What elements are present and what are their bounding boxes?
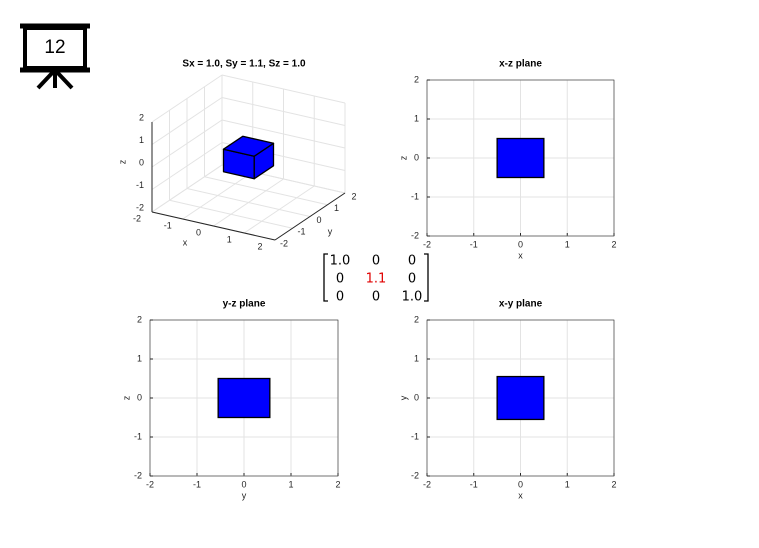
y-tick-label: 2	[351, 191, 356, 201]
chart-title: x-z plane	[499, 59, 542, 70]
x-tick-label: 2	[611, 239, 616, 249]
axis-line	[274, 192, 346, 241]
y-tick-label: 0	[137, 392, 142, 402]
matrix-cell: 0	[408, 254, 416, 269]
matrix-cell: 1.0	[330, 254, 351, 269]
y-tick-label: -1	[297, 227, 305, 237]
matrix-cell: 0	[336, 290, 344, 305]
grid-line	[151, 164, 223, 213]
x-tick-label: 1	[565, 479, 570, 489]
y-tick-label: 1	[414, 353, 419, 363]
y-tick-label: -2	[411, 230, 419, 240]
x-tick-label: -1	[164, 220, 172, 230]
x-tick-label: 2	[611, 479, 616, 489]
x-tick-label: 2	[257, 241, 262, 251]
y-axis-label: y	[328, 226, 333, 236]
y-tick-label: -1	[134, 431, 142, 441]
y-tick-label: 2	[137, 314, 142, 324]
y-axis-label: y	[398, 395, 408, 400]
y-tick-label: -1	[411, 431, 419, 441]
x-axis-label: y	[242, 490, 247, 500]
grid-line	[204, 176, 328, 206]
x-tick-label: 1	[227, 234, 232, 244]
grid-line	[151, 119, 223, 168]
shape	[217, 377, 271, 419]
matrix-cell: 1.1	[366, 272, 387, 287]
x-tick-label: 0	[196, 227, 201, 237]
z-tick-label: 2	[139, 112, 144, 122]
x-axis-label: x	[518, 490, 523, 500]
matrix-cell: 0	[336, 272, 344, 287]
y-tick-label: 2	[414, 74, 419, 84]
grid-line	[151, 142, 223, 190]
axes-box	[149, 319, 339, 477]
x-tick-label: -1	[193, 479, 201, 489]
axes-box	[426, 319, 615, 477]
x-tick-label: 0	[241, 479, 246, 489]
matrix-brackets	[323, 253, 429, 302]
x-tick-label: -2	[423, 479, 431, 489]
x-axis-label: x	[518, 250, 523, 260]
y-tick-label: 1	[414, 113, 419, 123]
z-axis-label: z	[117, 159, 127, 164]
x-tick-label: 0	[518, 479, 523, 489]
x-tick-label: -2	[423, 239, 431, 249]
x-tick-label: -2	[146, 479, 154, 489]
y-axis-label: z	[398, 155, 408, 160]
chart-title: Sx = 1.0, Sy = 1.1, Sz = 1.0	[182, 59, 306, 70]
z-tick-label: 1	[139, 135, 144, 145]
y-tick-label: 0	[316, 215, 321, 225]
y-tick-label: -2	[134, 470, 142, 480]
x-axis-label: x	[183, 237, 188, 247]
x-tick-label: 2	[335, 479, 340, 489]
box-face-top	[222, 135, 275, 157]
grid-line	[151, 97, 223, 145]
y-tick-label: 0	[414, 152, 419, 162]
shape	[496, 137, 545, 179]
grid-line	[221, 97, 346, 126]
x-tick-label: 1	[565, 239, 570, 249]
y-tick-label: 1	[137, 353, 142, 363]
grid-line	[221, 119, 346, 149]
x-tick-label: 0	[518, 239, 523, 249]
y-tick-label: -2	[280, 238, 288, 248]
y-tick-label: -1	[411, 191, 419, 201]
grid-line	[169, 199, 293, 229]
x-tick-label: -1	[470, 479, 478, 489]
grid-line	[151, 74, 223, 123]
matrix-cell: 1.0	[402, 290, 423, 305]
chart-title: x-y plane	[499, 299, 543, 310]
matrix-cell: 0	[372, 290, 380, 305]
axis-line	[151, 211, 276, 241]
y-tick-label: 0	[414, 392, 419, 402]
shape	[496, 375, 545, 421]
y-axis-label: z	[121, 395, 131, 400]
slide-number: 12	[44, 37, 65, 58]
y-tick-label: 2	[414, 314, 419, 324]
axes-box	[426, 79, 615, 237]
matrix-cell: 0	[408, 272, 416, 287]
x-tick-label: -2	[133, 213, 141, 223]
grid-line	[221, 74, 346, 104]
x-tick-label: -1	[470, 239, 478, 249]
z-tick-label: -2	[136, 202, 144, 212]
slide-icon	[20, 23, 90, 90]
matrix-cell: 0	[372, 254, 380, 269]
y-tick-label: -2	[411, 470, 419, 480]
x-tick-label: 1	[288, 479, 293, 489]
grid-line	[186, 188, 311, 217]
y-tick-label: 1	[334, 203, 339, 213]
z-tick-label: 0	[139, 157, 144, 167]
chart-title: y-z plane	[223, 299, 266, 310]
z-tick-label: -1	[136, 180, 144, 190]
